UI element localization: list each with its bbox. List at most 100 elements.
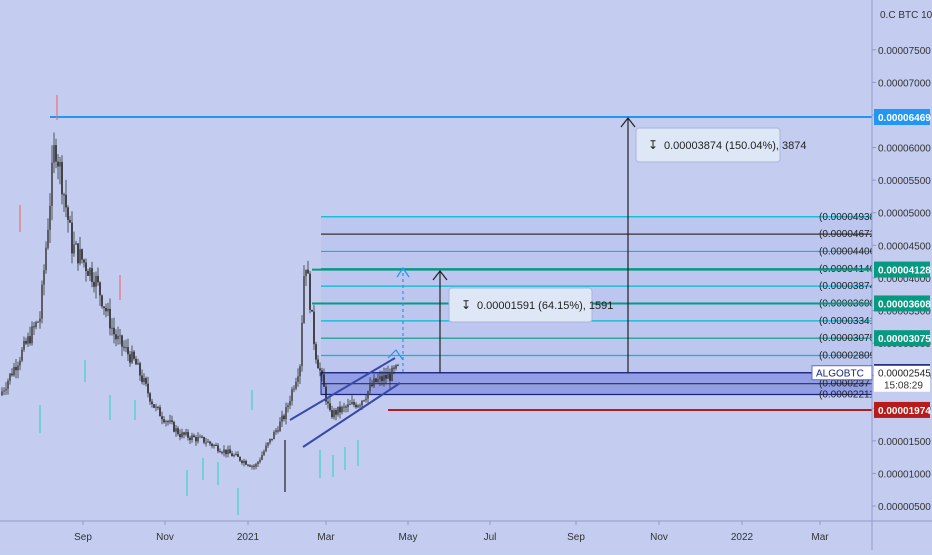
candle-body — [103, 306, 105, 308]
candle-body — [285, 407, 287, 420]
channel-upper-line[interactable] — [302, 382, 401, 448]
candle-body — [59, 161, 61, 167]
price-badge — [874, 330, 930, 347]
candle-body — [361, 400, 363, 406]
y-tick-label: 0.00004500 — [878, 241, 931, 252]
candle-body — [105, 307, 107, 312]
candle-body — [205, 442, 207, 444]
measure-box-long-icon: ↧ — [648, 138, 658, 152]
candle-body — [311, 309, 313, 312]
candle-body — [97, 275, 99, 283]
price-badge-label: 0.00001974 — [878, 406, 931, 417]
projection-arrowhead-small — [387, 349, 404, 361]
fib-level-label: (0.00002809) — [819, 351, 879, 362]
candle-body — [349, 404, 351, 406]
candle-body — [11, 373, 13, 376]
candle-body — [127, 347, 129, 355]
candle-body — [187, 432, 189, 438]
candle-body — [313, 311, 315, 345]
measure-box-short-text: 0.00001591 (64.15%), 1591 — [477, 300, 613, 312]
candle-body — [309, 273, 311, 310]
price-badge-label: 0.00003608 — [878, 299, 931, 310]
candle-body — [57, 161, 59, 167]
projection-arrowhead — [396, 266, 410, 278]
candle-body — [21, 349, 23, 361]
candle-body — [273, 431, 275, 440]
candle-body — [245, 460, 247, 465]
candle-body — [165, 421, 167, 423]
fib-level-label: (0.00004938) — [819, 212, 879, 223]
fib-level-label: (0.00003874) — [819, 281, 879, 292]
candle-body — [335, 410, 337, 415]
candle-body — [215, 445, 217, 447]
candle-body — [149, 393, 151, 402]
candle-body — [1, 391, 3, 396]
candle-body — [51, 162, 53, 206]
candle-body — [159, 407, 161, 417]
candle-body — [119, 335, 121, 337]
candle-body — [85, 262, 87, 272]
candle-body — [373, 378, 375, 387]
candle-body — [359, 405, 361, 407]
fib-level-label: (0.00004406) — [819, 246, 879, 257]
candle-body — [23, 340, 25, 350]
candle-body — [69, 220, 71, 223]
candle-body — [155, 406, 157, 408]
candle-body — [109, 308, 111, 329]
candle-body — [183, 432, 185, 435]
candle-body — [63, 194, 65, 196]
candle-body — [189, 437, 191, 440]
candle-body — [243, 460, 245, 463]
candle-body — [131, 351, 133, 363]
y-tick-label: 0.00000500 — [878, 502, 931, 513]
measure-box-long[interactable] — [635, 127, 781, 163]
candle-body — [253, 465, 255, 467]
candle-body — [71, 222, 73, 254]
candle-body — [173, 421, 175, 432]
candle-body — [55, 145, 57, 162]
candle-body — [321, 370, 323, 375]
candle-body — [281, 415, 283, 422]
candle-body — [275, 430, 277, 432]
candle-body — [15, 367, 17, 371]
candle-body — [325, 386, 327, 402]
candle-body — [363, 400, 365, 402]
candle-body — [203, 436, 205, 443]
channel-lower-line[interactable] — [289, 357, 396, 421]
candle-body — [73, 244, 75, 254]
candle-body — [49, 205, 51, 230]
measure-arrowhead — [620, 117, 636, 128]
candle-body — [177, 428, 179, 435]
candle-body — [307, 269, 309, 274]
candle-body — [45, 247, 47, 271]
candle-body — [259, 459, 261, 462]
candle-body — [331, 410, 333, 418]
price-badge — [874, 401, 930, 418]
fib-level-label: (0.00002377) — [819, 379, 879, 390]
measure-box-short[interactable] — [448, 287, 593, 323]
candle-body — [135, 358, 137, 365]
fib-zone — [321, 216, 872, 395]
candle-body — [93, 281, 95, 287]
candle-body — [375, 378, 377, 382]
candle-body — [43, 270, 45, 285]
price-badge-label: 0.00004128 — [878, 266, 931, 277]
candle-body — [235, 454, 237, 456]
candle-body — [201, 436, 203, 438]
candle-body — [267, 442, 269, 446]
candle-body — [9, 373, 11, 381]
candle-body — [41, 284, 43, 319]
candle-body — [249, 465, 251, 467]
candle-body — [167, 421, 169, 423]
candle-body — [353, 402, 355, 405]
candle-body — [209, 441, 211, 444]
candle-body — [113, 327, 115, 335]
y-tick-label: 0.00007500 — [878, 46, 931, 57]
candle-body — [111, 327, 113, 329]
candle-body — [171, 420, 173, 422]
candle-body — [397, 365, 399, 367]
candle-body — [75, 243, 77, 245]
candle-body — [369, 384, 371, 392]
